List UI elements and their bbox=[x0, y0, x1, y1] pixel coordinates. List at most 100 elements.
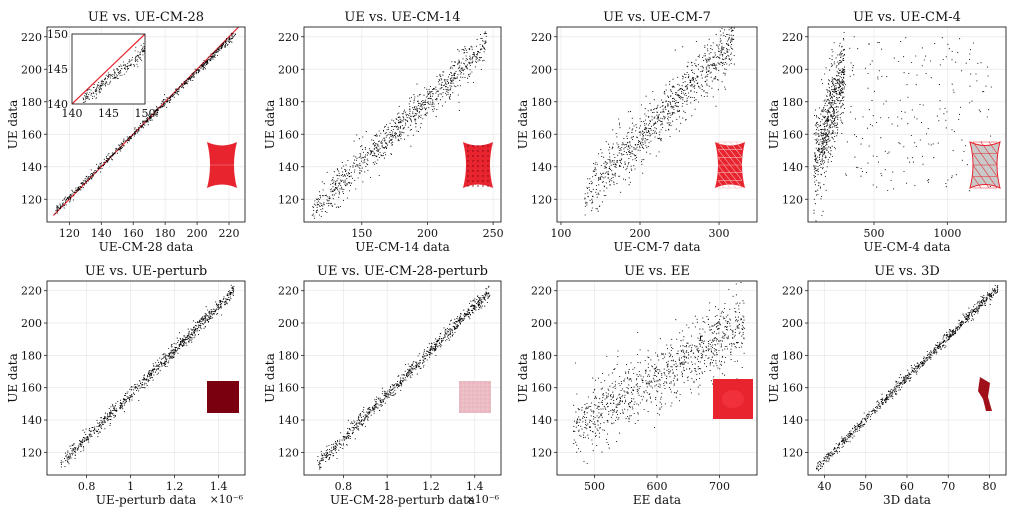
data-point bbox=[367, 152, 369, 154]
data-point bbox=[613, 160, 615, 162]
data-point bbox=[350, 175, 352, 177]
data-point bbox=[181, 339, 183, 341]
data-point bbox=[114, 409, 116, 411]
data-point bbox=[174, 92, 176, 94]
data-point bbox=[730, 53, 732, 55]
data-point bbox=[827, 79, 830, 81]
data-point bbox=[229, 37, 231, 40]
inset-data-point bbox=[127, 66, 129, 68]
data-point bbox=[837, 82, 839, 84]
data-point bbox=[829, 112, 831, 114]
data-point bbox=[830, 160, 832, 163]
data-point bbox=[326, 199, 328, 201]
data-point bbox=[835, 82, 837, 84]
data-point bbox=[86, 175, 88, 177]
data-point bbox=[146, 376, 148, 378]
data-point bbox=[662, 118, 664, 120]
data-point bbox=[336, 169, 339, 171]
data-point bbox=[342, 171, 344, 173]
data-point bbox=[348, 173, 351, 175]
data-point bbox=[85, 437, 87, 439]
data-point bbox=[731, 34, 733, 36]
data-point bbox=[851, 70, 853, 72]
data-point bbox=[163, 364, 165, 366]
data-point bbox=[619, 164, 621, 166]
data-point bbox=[449, 98, 451, 100]
data-point bbox=[840, 107, 842, 109]
data-point bbox=[828, 101, 830, 104]
data-point bbox=[479, 43, 481, 46]
data-point bbox=[232, 36, 234, 38]
data-point bbox=[654, 121, 656, 123]
data-point bbox=[409, 129, 411, 131]
data-point bbox=[71, 448, 73, 450]
data-point bbox=[589, 178, 591, 180]
data-point bbox=[417, 100, 419, 102]
data-point bbox=[825, 156, 827, 158]
data-point bbox=[226, 303, 228, 305]
data-point bbox=[833, 120, 835, 122]
inset-data-point bbox=[136, 59, 138, 61]
data-point bbox=[457, 61, 459, 63]
inset-data-point bbox=[127, 65, 129, 67]
data-point bbox=[829, 146, 831, 148]
data-point bbox=[647, 130, 650, 132]
data-point bbox=[706, 70, 708, 72]
data-point bbox=[77, 189, 79, 191]
data-point bbox=[619, 160, 622, 162]
data-point bbox=[721, 62, 723, 64]
data-point bbox=[473, 55, 475, 57]
data-point bbox=[329, 189, 331, 191]
data-point bbox=[60, 466, 62, 468]
data-point bbox=[730, 62, 732, 65]
data-point bbox=[182, 341, 184, 343]
data-point bbox=[345, 170, 347, 172]
data-point bbox=[209, 310, 211, 312]
data-point bbox=[842, 80, 844, 82]
data-point bbox=[938, 84, 940, 86]
x-tick-label: 1 bbox=[127, 480, 134, 493]
data-point bbox=[144, 120, 146, 122]
data-point bbox=[944, 107, 946, 109]
data-point bbox=[826, 121, 828, 123]
inset-data-point bbox=[85, 97, 87, 99]
data-point bbox=[927, 181, 929, 183]
data-point bbox=[149, 370, 151, 372]
data-point bbox=[676, 105, 678, 107]
data-point bbox=[923, 59, 925, 61]
data-point bbox=[332, 182, 334, 184]
data-point bbox=[102, 418, 104, 420]
data-point bbox=[186, 338, 188, 340]
data-point bbox=[471, 48, 473, 50]
data-point bbox=[163, 94, 166, 96]
data-point bbox=[228, 41, 230, 44]
inset-data-point bbox=[116, 68, 118, 70]
data-point bbox=[855, 136, 857, 138]
data-point bbox=[166, 97, 168, 99]
data-point bbox=[397, 138, 399, 140]
data-point bbox=[448, 339, 450, 341]
data-point bbox=[718, 69, 720, 71]
data-point bbox=[833, 95, 836, 97]
data-point bbox=[80, 445, 82, 447]
glyph-mesh-dot bbox=[482, 155, 484, 157]
data-point bbox=[638, 127, 640, 129]
data-point bbox=[216, 313, 218, 315]
data-point bbox=[182, 338, 184, 340]
data-point bbox=[628, 162, 630, 164]
data-point bbox=[914, 116, 916, 118]
data-point bbox=[636, 144, 638, 146]
x-tick-label: 140 bbox=[91, 227, 112, 240]
data-point bbox=[829, 156, 831, 158]
data-point bbox=[79, 186, 82, 188]
data-point bbox=[427, 97, 429, 100]
inset-data-point bbox=[118, 65, 120, 67]
data-point bbox=[139, 125, 141, 127]
data-point bbox=[182, 84, 184, 87]
data-point bbox=[90, 436, 92, 438]
data-point bbox=[387, 126, 389, 128]
data-point bbox=[607, 173, 610, 175]
glyph-mesh-line bbox=[717, 141, 725, 150]
glyph-mesh-line bbox=[980, 164, 990, 177]
data-point bbox=[837, 118, 839, 120]
